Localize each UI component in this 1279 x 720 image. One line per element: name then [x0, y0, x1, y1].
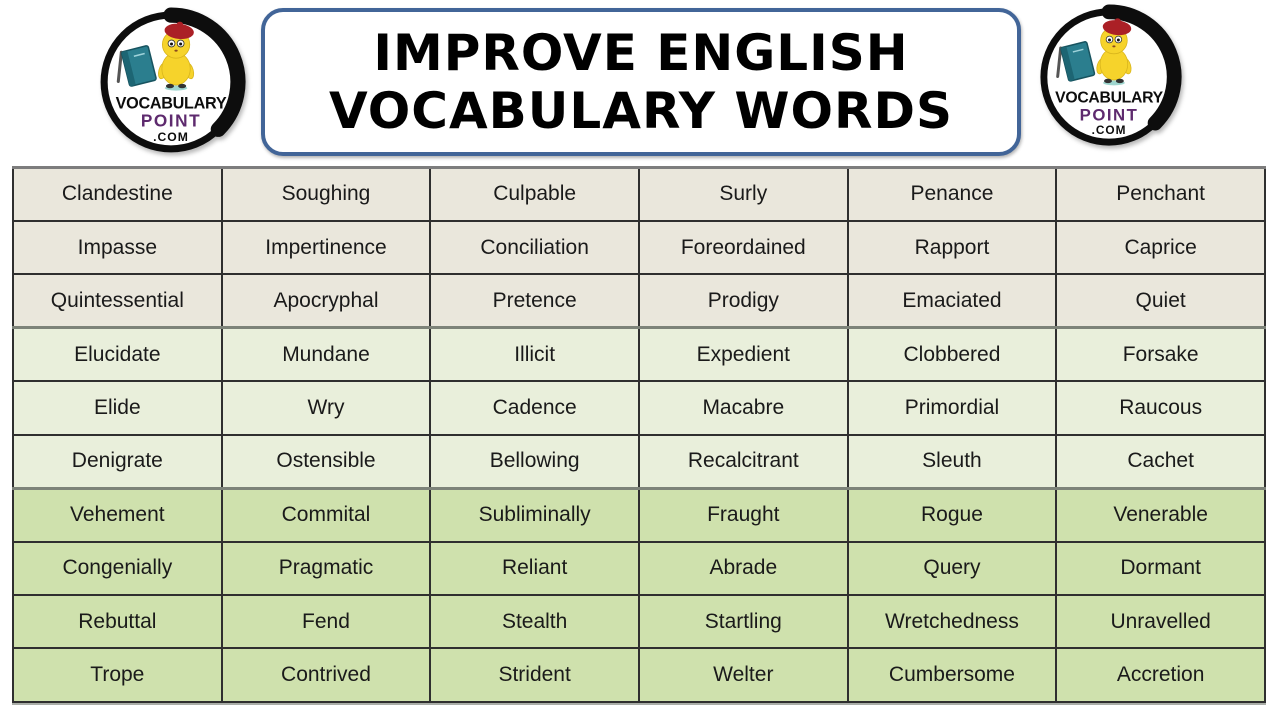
vocab-word-cell: Sleuth — [846, 433, 1058, 490]
vocab-word-cell: Fend — [220, 593, 432, 650]
vocab-word-cell: Pretence — [429, 273, 640, 329]
vocab-word-cell: Subliminally — [429, 486, 640, 543]
vocab-word-cell: Quintessential — [12, 273, 223, 329]
vocab-word-cell: Elide — [12, 380, 223, 436]
table-row: Denigrate Ostensible Bellowing Recalcitrant… — [12, 433, 1266, 490]
vocab-word-cell: Ostensible — [220, 433, 432, 490]
vocab-word-cell: Raucous — [1055, 380, 1266, 436]
vocab-word-cell: Cadence — [429, 380, 640, 436]
vocab-word-cell: Congenially — [12, 540, 223, 597]
vocab-word-cell: Clandestine — [12, 166, 223, 222]
vocab-word-cell: Cumbersome — [846, 647, 1058, 703]
vocab-word-cell: Conciliation — [429, 219, 640, 276]
vocab-word-cell: Illicit — [429, 326, 640, 383]
vocab-word-cell: Penance — [846, 166, 1058, 222]
vocab-word-cell: Penchant — [1055, 166, 1266, 222]
logo-text-com: .COM — [1092, 123, 1127, 137]
vocabulary-point-logo-icon: VOCABULARY POINT .COM — [1040, 4, 1182, 146]
vocab-table: Clandestine Soughing Culpable Surly Penance P… — [12, 166, 1266, 703]
vocab-word-cell: Macabre — [637, 380, 849, 436]
table-row: Vehement Commital Subliminally Fraught Rogue… — [12, 486, 1266, 543]
vocab-word-cell: Denigrate — [12, 433, 223, 490]
table-row: Elide Wry Cadence Macabre Primordial Raucous — [12, 380, 1266, 436]
vocab-word-cell: Commital — [220, 486, 432, 543]
vocab-word-cell: Emaciated — [846, 273, 1058, 329]
table-row: Rebuttal Fend Stealth Startling Wretchedness… — [12, 593, 1266, 650]
vocab-word-cell: Clobbered — [846, 326, 1058, 383]
vocab-word-cell: Wry — [220, 380, 432, 436]
title-box: IMPROVE ENGLISH VOCABULARY WORDS — [261, 8, 1021, 156]
page-title-line2: VOCABULARY WORDS — [328, 82, 954, 140]
vocab-word-cell: Surly — [637, 166, 849, 222]
vocab-table-body: Clandestine Soughing Culpable Surly Penance P… — [12, 166, 1266, 703]
vocab-word-cell: Bellowing — [429, 433, 640, 490]
vocab-word-cell: Query — [846, 540, 1058, 597]
vocab-word-cell: Rogue — [846, 486, 1058, 543]
vocab-word-cell: Stealth — [429, 593, 640, 650]
vocab-word-cell: Impasse — [12, 219, 223, 276]
vocab-word-cell: Welter — [637, 647, 849, 703]
book-icon — [116, 45, 157, 87]
vocab-word-cell: Foreordained — [637, 219, 849, 276]
vocab-word-cell: Unravelled — [1055, 593, 1266, 650]
vocabulary-point-logo-right: VOCABULARY POINT .COM — [1035, 3, 1183, 151]
table-row: Trope Contrived Strident Welter Cumbersome Ac… — [12, 647, 1266, 703]
page-title-line1: IMPROVE ENGLISH — [373, 23, 909, 82]
vocab-word-cell: Venerable — [1055, 486, 1266, 543]
logo-text-vocabulary: VOCABULARY — [116, 94, 227, 112]
logo-text-point: POINT — [141, 111, 201, 131]
vocab-word-cell: Reliant — [429, 540, 640, 597]
vocab-word-cell: Elucidate — [12, 326, 223, 383]
vocab-word-cell: Dormant — [1055, 540, 1266, 597]
mascot-icon — [158, 21, 195, 91]
vocab-word-cell: Culpable — [429, 166, 640, 222]
vocab-word-cell: Impertinence — [220, 219, 432, 276]
vocab-word-cell: Expedient — [637, 326, 849, 383]
vocab-word-cell: Vehement — [12, 486, 223, 543]
mascot-icon — [1096, 18, 1132, 86]
vocab-word-cell: Abrade — [637, 540, 849, 597]
logo-text-point: POINT — [1080, 105, 1139, 124]
vocab-word-cell: Apocryphal — [220, 273, 432, 329]
vocab-word-cell: Rapport — [846, 219, 1058, 276]
logo-text-com: .COM — [153, 130, 189, 144]
vocab-word-cell: Quiet — [1055, 273, 1266, 329]
vocab-word-cell: Soughing — [220, 166, 432, 222]
table-row: Quintessential Apocryphal Pretence Prodigy E… — [12, 273, 1266, 329]
table-row: Clandestine Soughing Culpable Surly Penance P… — [12, 166, 1266, 222]
vocab-word-cell: Rebuttal — [12, 593, 223, 650]
book-icon — [1056, 41, 1096, 82]
table-row: Elucidate Mundane Illicit Expedient Clobbere… — [12, 326, 1266, 383]
vocab-word-cell: Accretion — [1055, 647, 1266, 703]
vocab-word-cell: Prodigy — [637, 273, 849, 329]
vocab-word-cell: Contrived — [220, 647, 432, 703]
vocab-word-cell: Startling — [637, 593, 849, 650]
vocab-word-cell: Pragmatic — [220, 540, 432, 597]
logo-text-vocabulary: VOCABULARY — [1055, 90, 1163, 107]
vocab-word-cell: Fraught — [637, 486, 849, 543]
table-row: Congenially Pragmatic Reliant Abrade Query Do… — [12, 540, 1266, 597]
vocab-word-cell: Caprice — [1055, 219, 1266, 276]
table-row: Impasse Impertinence Conciliation Foreordai… — [12, 219, 1266, 276]
vocab-word-cell: Cachet — [1055, 433, 1266, 490]
vocab-word-cell: Wretchedness — [846, 593, 1058, 650]
vocab-word-cell: Forsake — [1055, 326, 1266, 383]
vocabulary-point-logo-left: VOCABULARY POINT .COM — [95, 6, 247, 158]
vocab-word-cell: Trope — [12, 647, 223, 703]
vocabulary-point-logo-icon: VOCABULARY POINT .COM — [100, 7, 246, 153]
vocab-word-cell: Mundane — [220, 326, 432, 383]
vocab-word-cell: Strident — [429, 647, 640, 703]
vocab-word-cell: Recalcitrant — [637, 433, 849, 490]
vocab-word-cell: Primordial — [846, 380, 1058, 436]
